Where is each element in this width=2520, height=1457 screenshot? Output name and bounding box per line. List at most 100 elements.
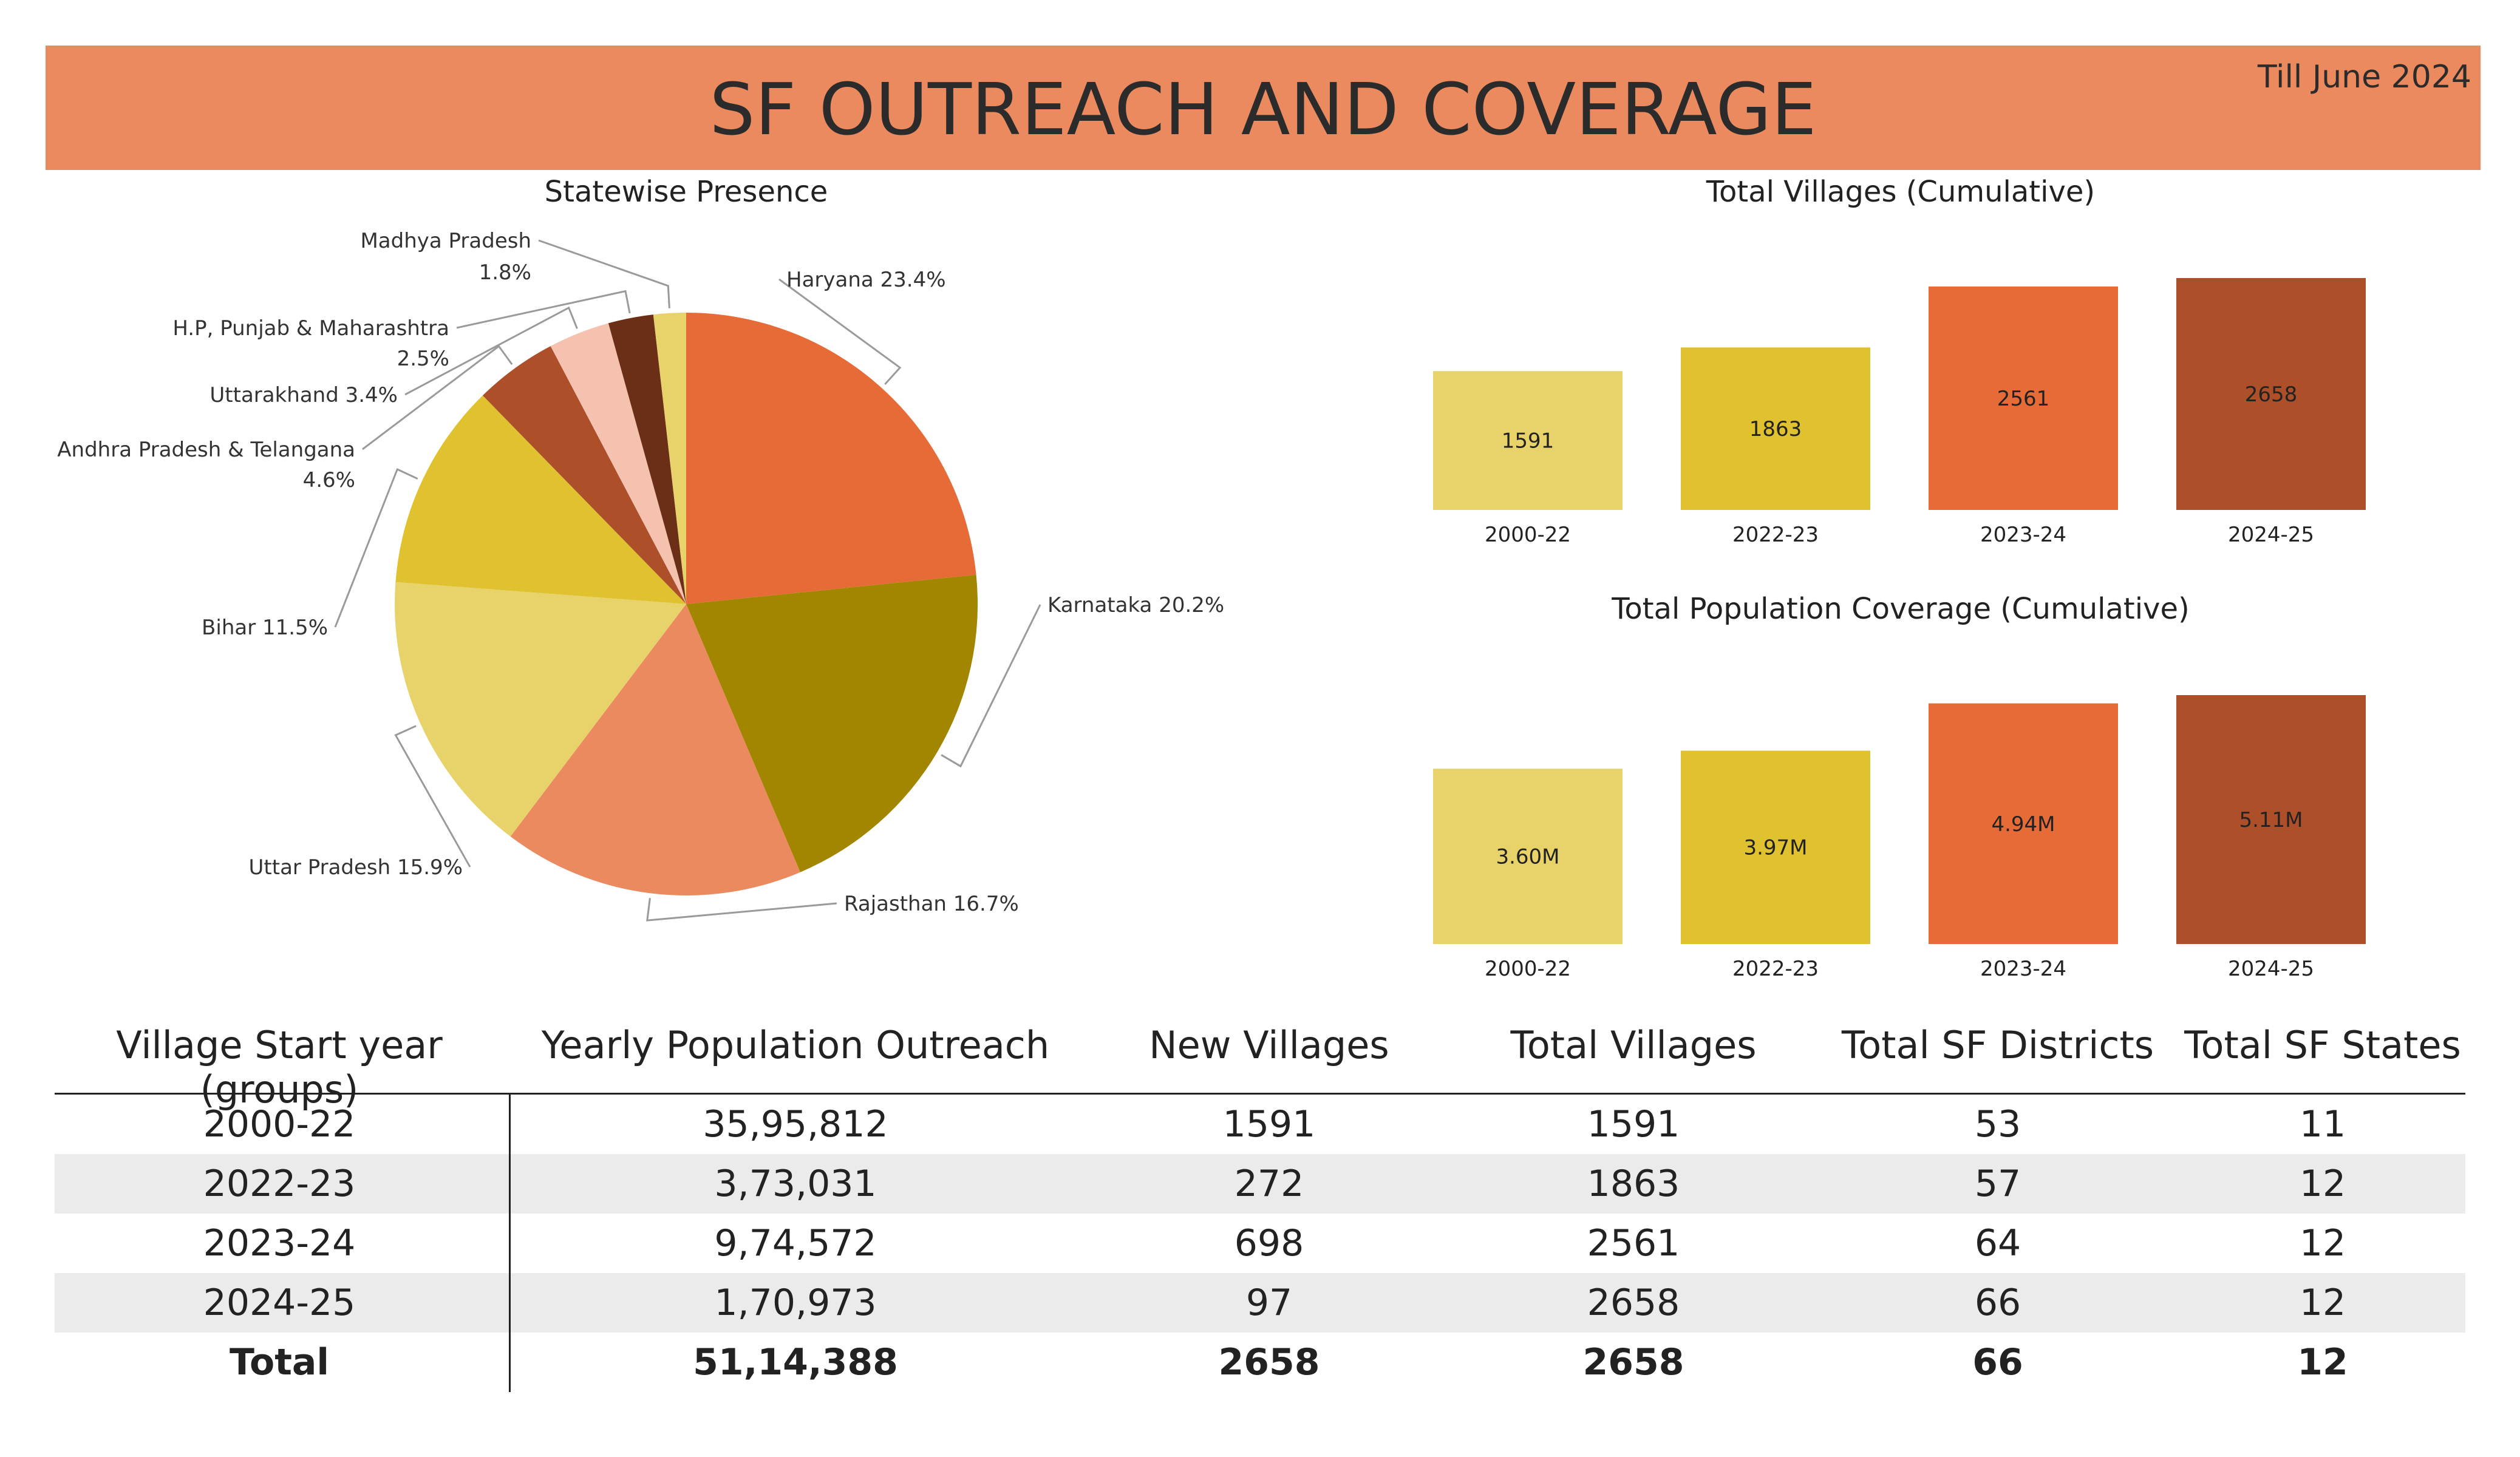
table-body: 2000-22 35,95,812 1591 1591 53 11 2022-2… [55,1095,2465,1392]
pie-leader-line [538,239,670,308]
villages-bar [1929,286,2118,510]
cell-population: 3,73,031 [714,1163,877,1205]
pie-slice-andhra-pradesh-telangana [482,346,686,604]
villages-tick-label: 2024-25 [2228,523,2314,547]
villages-tick-label: 2022-23 [1732,523,1819,547]
pie-data-label: Madhya Pradesh [360,229,531,253]
cell-total-states: 12 [2297,1341,2348,1384]
pie-slice-madhya-pradesh [653,313,686,604]
pie-data-label: Rajasthan 16.7% [844,892,1019,916]
population-tick-label: 2000-22 [1485,957,1571,981]
cell-year: 2024-25 [203,1282,356,1324]
pie-leader-line [362,345,513,450]
cell-total-villages: 2561 [1587,1222,1680,1265]
villages-bar [1433,371,1623,510]
pie-leader-line [334,467,418,628]
cell-population: 35,95,812 [703,1103,888,1146]
pie-slice-uttarakhand [550,323,686,604]
population-data-label: 5.11M [2239,808,2303,832]
pie-data-label: Bihar 11.5% [202,616,328,640]
population-tick-label: 2023-24 [1980,957,2066,981]
cell-districts: 64 [1974,1222,2021,1265]
villages-tick-label: 2000-22 [1485,523,1571,547]
population-data-label: 3.60M [1496,845,1559,869]
table-header-row: Village Start year (groups) Yearly Popul… [55,1008,2465,1112]
pie-data-label-pct: 1.8% [479,260,531,285]
pie-leader-line [778,278,902,385]
pie-data-label: Haryana 23.4% [786,268,946,292]
pie-leader-line [456,290,631,329]
pie-leader-line [941,604,1041,768]
cell-population: 9,74,572 [714,1222,877,1265]
col-header-districts: Total SF Districts [1841,1023,2154,1067]
villages-data-label: 2561 [1997,387,2050,411]
cell-new-villages: 97 [1245,1282,1293,1324]
cell-states: 11 [2299,1103,2346,1146]
population-data-label: 3.97M [1743,836,1807,860]
pie-data-label: Uttar Pradesh 15.9% [249,855,463,880]
cell-total-villages: 2658 [1582,1341,1684,1384]
cell-total-new-villages: 2658 [1218,1341,1320,1384]
table-total-row: Total 51,14,388 2658 2658 66 12 [55,1333,2465,1392]
table-row: 2000-22 35,95,812 1591 1591 53 11 [55,1095,2465,1154]
pie-data-label: Uttarakhand 3.4% [209,383,398,407]
pie-leader-line [646,898,837,922]
cell-states: 12 [2299,1163,2346,1205]
cell-year: 2023-24 [203,1222,356,1265]
villages-data-label: 2658 [2245,382,2298,407]
pie-slice-h-p-punjab-maharashtra [608,314,686,604]
villages-chart-title: Total Villages (Cumulative) [1706,175,2096,209]
population-tick-label: 2024-25 [2228,957,2314,981]
cell-year: 2000-22 [203,1103,356,1146]
villages-bar [2176,278,2366,510]
cell-districts: 53 [1974,1103,2021,1146]
pie-data-label: H.P, Punjab & Maharashtra [172,316,449,341]
cell-total-villages: 1863 [1587,1163,1680,1205]
cell-total-villages: 2658 [1587,1282,1680,1324]
population-bar [1433,769,1623,944]
cell-total-districts: 66 [1972,1341,2023,1384]
villages-tick-label: 2023-24 [1980,523,2066,547]
villages-data-label: 1591 [1502,429,1555,453]
pie-leader-line [394,725,471,868]
population-data-label: 4.94M [1991,812,2055,837]
column-divider [509,1095,511,1392]
population-bar [1681,750,1870,944]
cell-states: 12 [2299,1282,2346,1324]
pie-slice-karnataka [686,574,978,872]
col-header-total-villages: Total Villages [1510,1023,1757,1067]
col-header-start-year: Village Start year (groups) [116,1023,443,1112]
charts-canvas: Haryana 23.4% Karnataka 20.2% Rajasthan 16… [57,229,2366,981]
cell-population: 1,70,973 [714,1282,877,1324]
population-bar [1929,703,2118,944]
population-bar [2176,695,2366,944]
cell-total-population: 51,14,388 [693,1341,898,1384]
summary-table: Village Start year (groups) Yearly Popul… [55,1008,2465,1392]
cell-new-villages: 1591 [1222,1103,1316,1146]
cell-year: 2022-23 [203,1163,356,1205]
cell-new-villages: 698 [1234,1222,1304,1265]
pie-slice-uttar-pradesh [395,582,686,837]
pie-data-label-pct: 4.6% [303,468,355,492]
villages-bar [1681,347,1870,510]
pie-slice-rajasthan [510,604,800,895]
pie-chart-title: Statewise Presence [544,175,828,209]
pie-data-label: Andhra Pradesh & Telangana [57,438,355,462]
table-row: 2024-25 1,70,973 97 2658 66 12 [55,1273,2465,1333]
col-header-population: Yearly Population Outreach [541,1023,1050,1067]
population-tick-label: 2022-23 [1732,957,1819,981]
population-chart-title: Total Population Coverage (Cumulative) [1612,592,2190,626]
cell-districts: 57 [1974,1163,2021,1205]
page-title: SF OUTREACH AND COVERAGE [709,67,1817,151]
title-banner: SF OUTREACH AND COVERAGE Till June 2024 [46,46,2481,170]
date-note: Till June 2024 [2257,59,2471,95]
cell-total-villages: 1591 [1587,1103,1680,1146]
cell-states: 12 [2299,1222,2346,1265]
villages-data-label: 1863 [1749,417,1802,441]
table-row: 2022-23 3,73,031 272 1863 57 12 [55,1154,2465,1214]
table-row: 2023-24 9,74,572 698 2561 64 12 [55,1214,2465,1273]
pie-slice-haryana [686,313,976,604]
cell-new-villages: 272 [1234,1163,1304,1205]
pie-leader-line [404,306,578,396]
pie-data-label-pct: 2.5% [397,347,449,371]
